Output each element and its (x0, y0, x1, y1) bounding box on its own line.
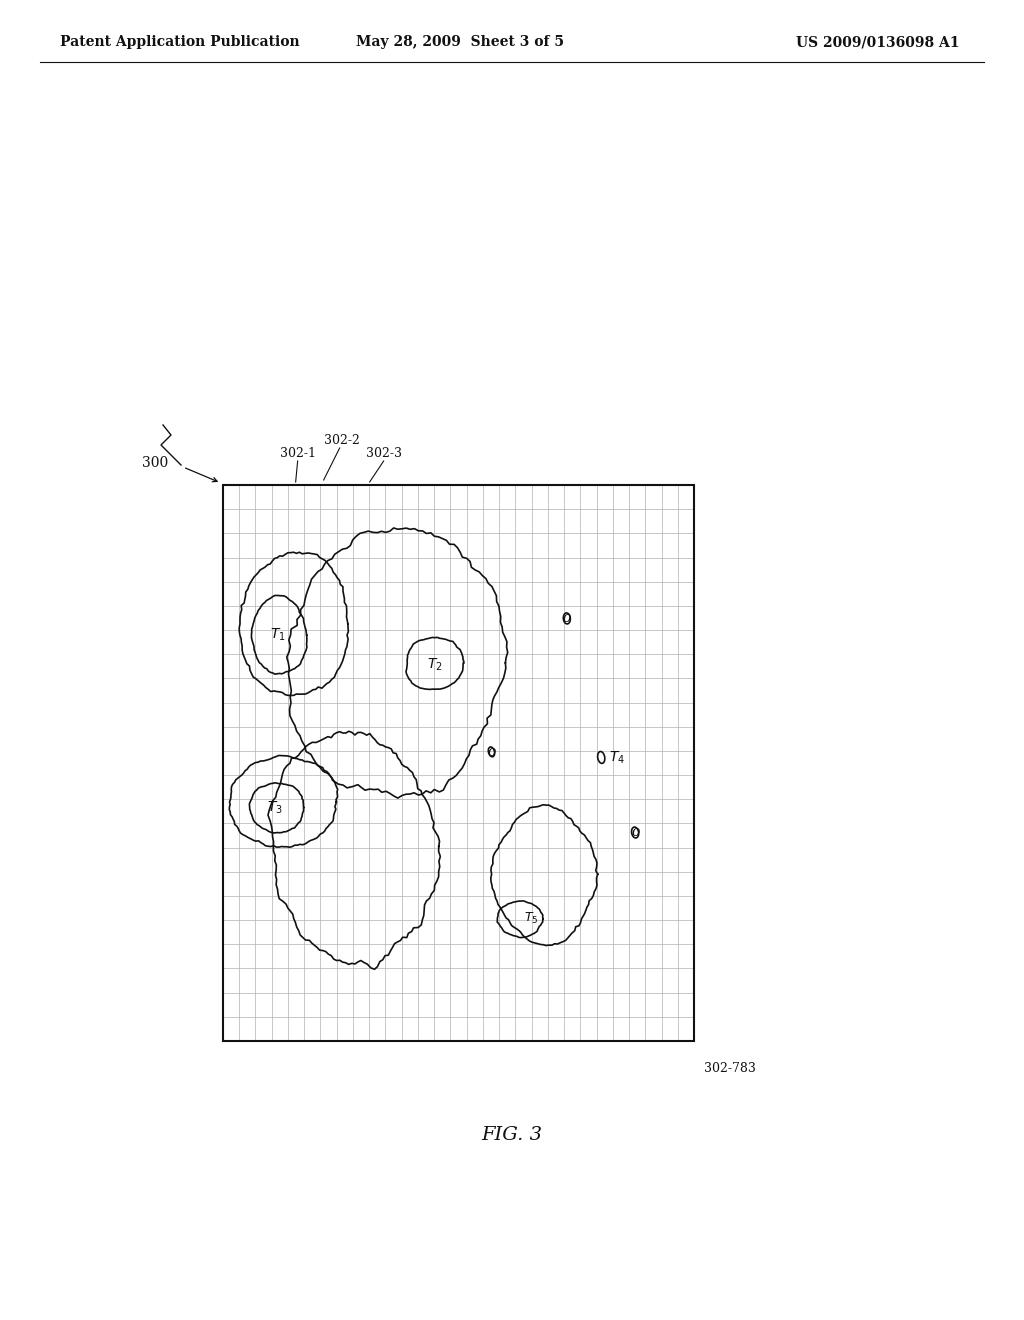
Text: o: o (487, 744, 496, 759)
Text: $T_2$: $T_2$ (427, 657, 442, 673)
Text: o: o (562, 611, 571, 626)
Text: $T_4$: $T_4$ (609, 750, 626, 766)
Text: 302-3: 302-3 (366, 447, 401, 459)
Text: $T_1$: $T_1$ (269, 627, 286, 643)
Text: FIG. 3: FIG. 3 (481, 1126, 543, 1144)
Bar (223, 484, 694, 1041)
Text: Patent Application Publication: Patent Application Publication (60, 36, 300, 49)
Text: $T_5$: $T_5$ (523, 911, 539, 927)
Text: 302-2: 302-2 (324, 434, 359, 447)
Text: US 2009/0136098 A1: US 2009/0136098 A1 (797, 36, 961, 49)
Text: 302-1: 302-1 (280, 447, 315, 459)
Text: May 28, 2009  Sheet 3 of 5: May 28, 2009 Sheet 3 of 5 (356, 36, 564, 49)
Text: 300: 300 (142, 455, 168, 470)
Text: o: o (631, 825, 639, 840)
Text: $T_3$: $T_3$ (267, 800, 283, 816)
Text: 302-783: 302-783 (705, 1063, 756, 1076)
